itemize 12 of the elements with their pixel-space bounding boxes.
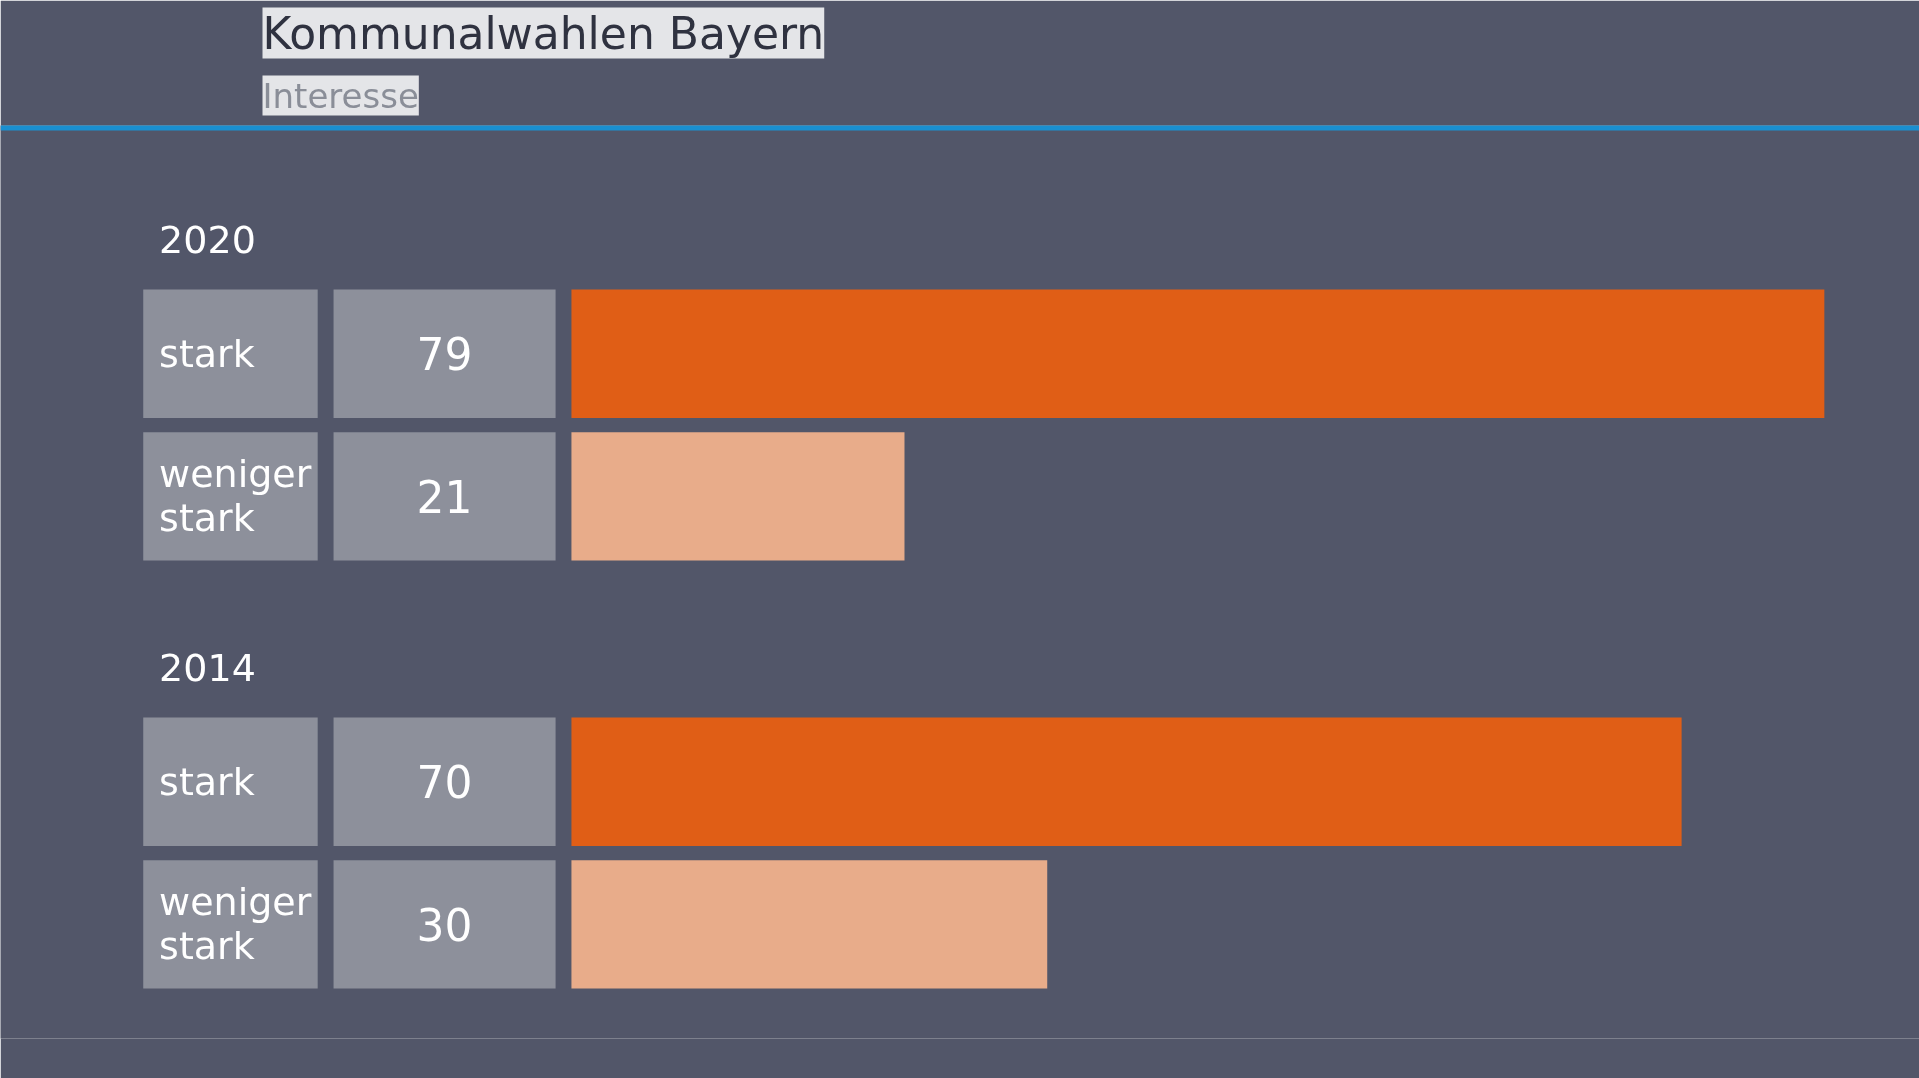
data-label: 79 (416, 329, 473, 381)
data-label: 70 (416, 757, 473, 809)
y-tick-label: weniger stark (159, 452, 312, 541)
data-label: 30 (416, 899, 473, 951)
y-tick-label: stark (159, 759, 255, 804)
chart-subtitle: Interesse (262, 75, 419, 116)
data-label: 21 (416, 471, 473, 523)
chart-title: Kommunalwahlen Bayern (262, 7, 825, 59)
text: 2020 (159, 218, 256, 263)
y-tick-label: stark (159, 331, 255, 376)
text: 2014 (159, 646, 256, 691)
y-tick-label: weniger stark (159, 880, 312, 969)
